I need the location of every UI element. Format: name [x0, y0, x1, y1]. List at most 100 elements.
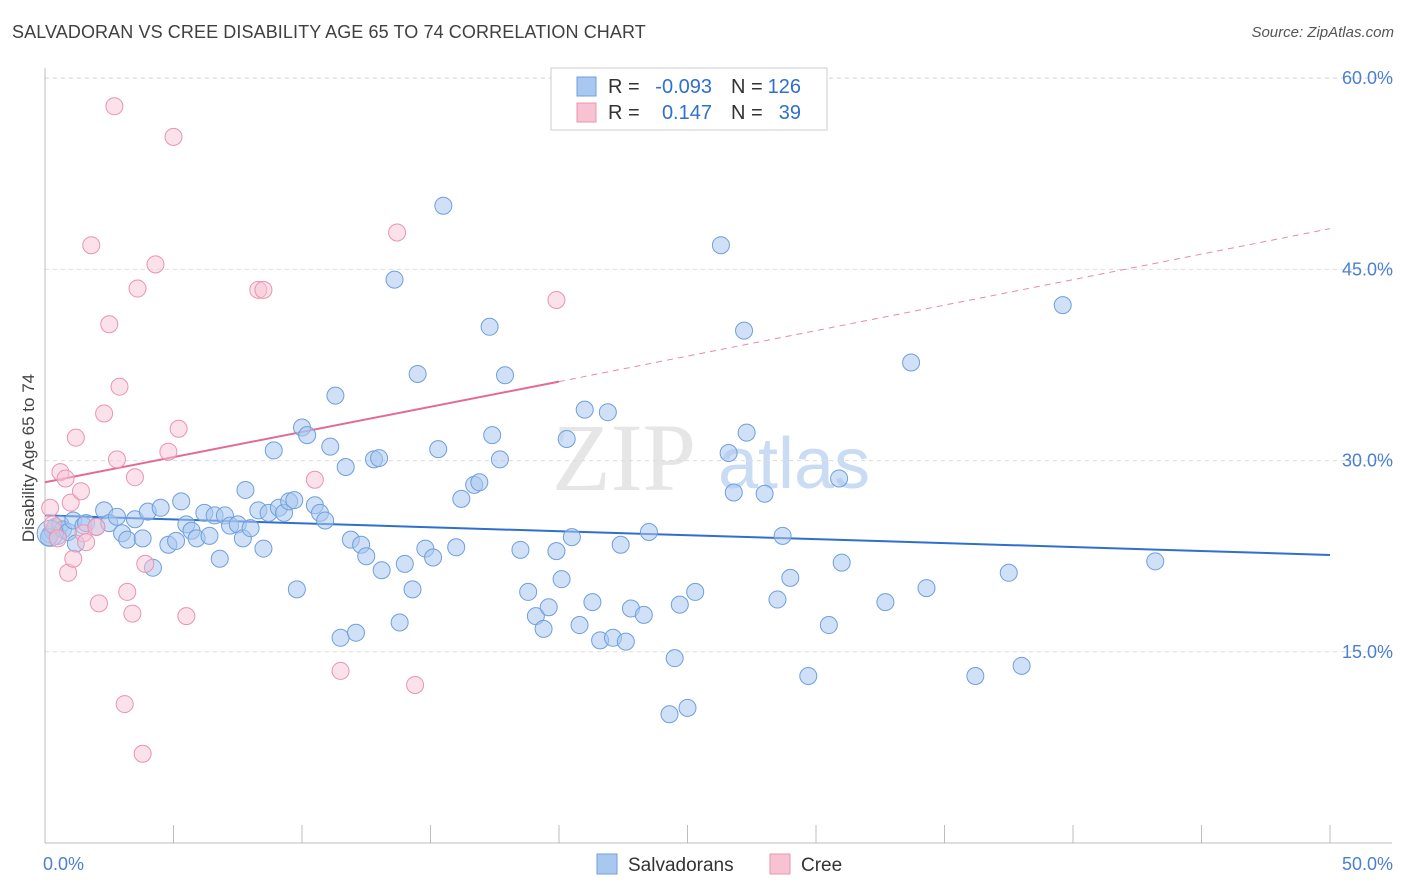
salvadorans-point: [611, 535, 630, 554]
cree-point: [41, 498, 60, 517]
cree-point: [105, 97, 124, 116]
salvadorans-point: [264, 441, 283, 460]
cree-point: [82, 236, 101, 255]
series-legend: Salvadorans Cree: [596, 853, 842, 876]
salvadorans-point: [719, 443, 738, 462]
salvadorans-point: [107, 507, 126, 526]
axes: [44, 68, 1392, 844]
salvadorans-point: [357, 547, 376, 566]
x-tick-label: 0.0%: [43, 854, 84, 874]
legend-n-label: N =: [731, 76, 763, 98]
salvadorans-point: [298, 426, 317, 445]
salvadorans-point: [755, 484, 774, 503]
salvadorans-point: [768, 590, 787, 609]
watermark-zip: ZIP: [552, 404, 696, 511]
legend-r-label: R =: [608, 76, 640, 98]
chart-title: SALVADORAN VS CREE DISABILITY AGE 65 TO …: [12, 22, 646, 42]
salvadorans-point: [370, 449, 389, 468]
salvadorans-point: [395, 554, 414, 573]
cree-point: [159, 442, 178, 461]
cree-point: [128, 279, 147, 298]
salvadorans-point: [452, 489, 471, 508]
cree-point: [87, 517, 106, 536]
y-tick-label: 45.0%: [1342, 259, 1393, 279]
salvadorans-point: [660, 705, 679, 724]
cree-point: [133, 744, 152, 763]
salvadorans-point: [830, 469, 849, 488]
y-tick-label: 15.0%: [1342, 642, 1393, 662]
salvadorans-point: [999, 563, 1018, 582]
salvadorans-point: [547, 542, 566, 561]
legend-n-value: 126: [768, 76, 801, 98]
salvadorans-point: [372, 561, 391, 580]
x-tick-label: 50.0%: [1342, 854, 1393, 874]
salvadorans-point: [639, 523, 658, 541]
cree-point: [56, 469, 75, 488]
salvadorans-point: [490, 450, 509, 469]
salvadorans-point: [917, 579, 936, 598]
cree-point: [125, 468, 144, 487]
y-tick-label: 60.0%: [1342, 68, 1393, 88]
cree-point: [77, 533, 96, 552]
salvadorans-point: [336, 457, 355, 476]
salvadorans-point: [634, 605, 653, 624]
cree-point: [406, 675, 425, 694]
salvadorans-point: [408, 364, 427, 383]
salvadorans-point: [447, 538, 466, 557]
salvadorans-point: [686, 582, 705, 601]
cree-point: [169, 419, 188, 438]
salvadorans-point: [1053, 296, 1072, 315]
salvadorans-trend-line: [44, 514, 1331, 556]
legend-label-salvadorans: Salvadorans: [628, 855, 734, 876]
legend-r-value: 0.147: [662, 102, 712, 124]
cree-point: [254, 280, 273, 299]
salvadorans-point: [678, 698, 697, 717]
salvadorans-point: [511, 540, 530, 559]
y-axis-label: Disability Age 65 to 74: [19, 374, 38, 542]
salvadorans-point: [724, 483, 743, 502]
cree-point: [89, 594, 108, 613]
salvadorans-point: [133, 529, 152, 548]
cree-point: [64, 549, 83, 568]
salvadorans-point: [326, 386, 345, 405]
salvadorans-point: [118, 530, 137, 549]
cree-point: [107, 450, 126, 469]
cree-point: [123, 604, 142, 623]
cree-point: [61, 493, 80, 512]
salvadorans-point: [966, 667, 985, 686]
salvadorans-point: [424, 548, 443, 567]
salvadorans-point: [902, 353, 921, 372]
salvadorans-point: [285, 491, 304, 510]
cree-point: [136, 554, 155, 573]
salvadorans-point: [737, 423, 756, 442]
y-tick-label: 30.0%: [1342, 451, 1393, 471]
salvadorans-point: [172, 492, 191, 511]
salvadorans-point: [876, 593, 895, 612]
cree-point: [388, 223, 407, 242]
salvadorans-point: [316, 511, 335, 530]
cree-points: [41, 97, 566, 763]
salvadorans-point: [429, 440, 448, 459]
salvadorans-point: [570, 616, 589, 635]
salvadorans-point: [773, 526, 792, 545]
salvadorans-point: [711, 236, 730, 255]
salvadorans-point: [665, 649, 684, 668]
cree-point: [305, 470, 324, 489]
legend-r-value: -0.093: [655, 76, 712, 98]
cree-point: [48, 529, 67, 548]
salvadorans-point: [575, 400, 594, 419]
salvadorans-point: [331, 628, 350, 647]
cree-point: [95, 404, 114, 423]
salvadorans-point: [616, 632, 635, 651]
salvadorans-point: [480, 317, 499, 336]
salvadorans-point: [151, 498, 170, 517]
legend-swatch-cree: [769, 853, 791, 875]
salvadorans-point: [557, 429, 576, 448]
salvadorans-points: [36, 196, 1165, 724]
salvadorans-point: [254, 539, 273, 558]
salvadorans-point: [241, 519, 260, 538]
salvadorans-point: [519, 582, 538, 601]
cree-point: [100, 315, 119, 334]
legend-swatch-salvadorans: [576, 76, 597, 97]
